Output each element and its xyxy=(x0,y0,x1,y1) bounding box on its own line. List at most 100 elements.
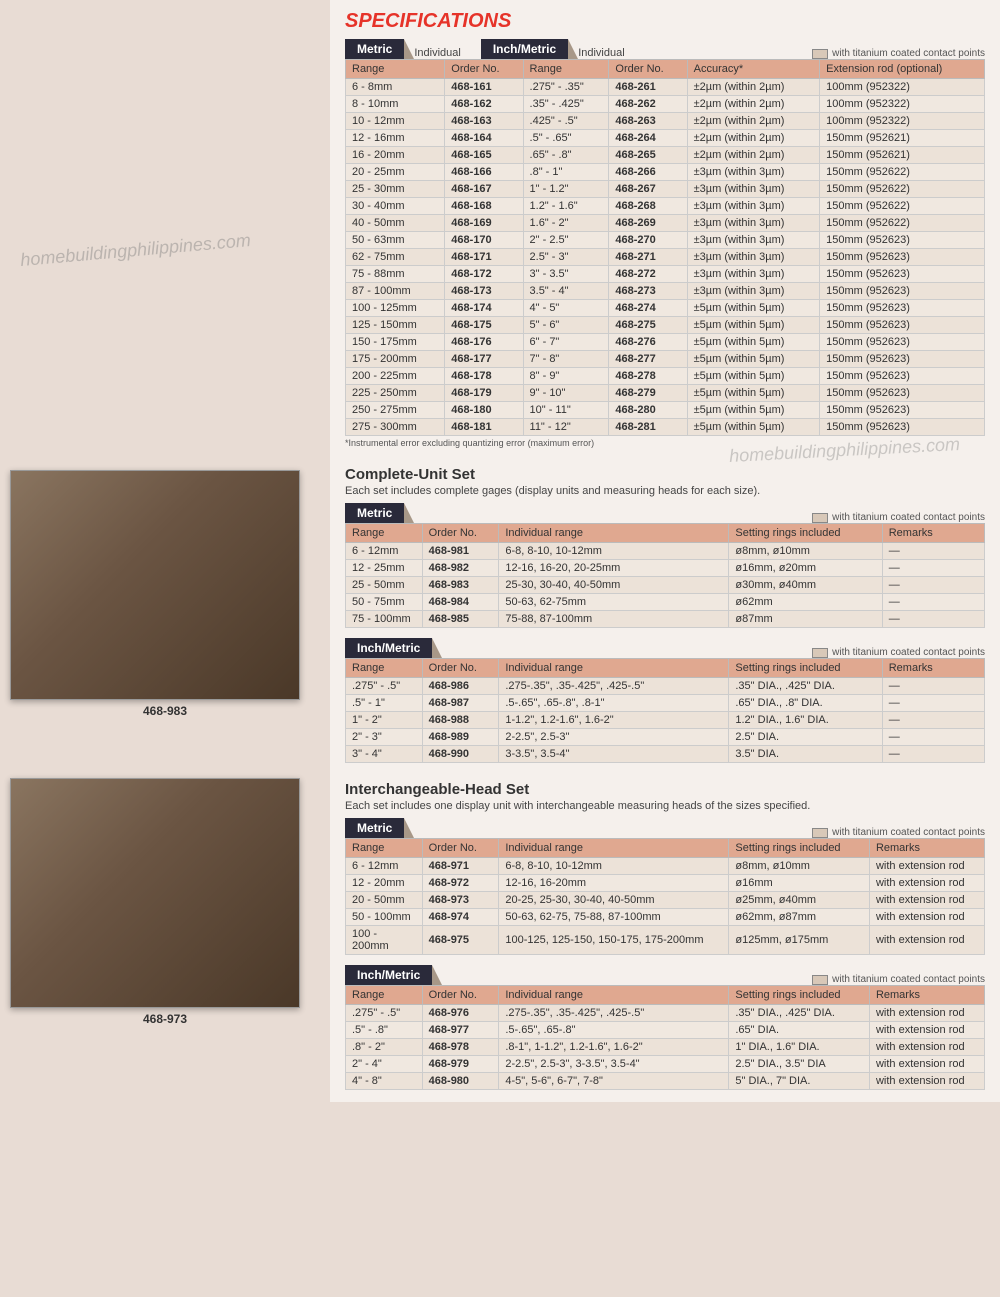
footnote: *Instrumental error excluding quantizing… xyxy=(345,438,985,448)
table-row: 200 - 225mm468-1788" - 9"468-278±5µm (wi… xyxy=(346,368,985,385)
table-cell: 150mm (952623) xyxy=(820,368,985,385)
table-cell: 468-174 xyxy=(445,300,523,317)
table-cell: 12 - 16mm xyxy=(346,130,445,147)
table-cell: 468-269 xyxy=(609,215,687,232)
table-cell: 40 - 50mm xyxy=(346,215,445,232)
table-row: 8 - 10mm468-162.35" - .425"468-262±2µm (… xyxy=(346,96,985,113)
legend-box-icon xyxy=(812,975,828,985)
table-cell: 468-985 xyxy=(422,611,499,628)
table-cell: 468-264 xyxy=(609,130,687,147)
table-cell: 468-176 xyxy=(445,334,523,351)
table-cell: 468-987 xyxy=(422,695,499,712)
inter-title: Interchangeable-Head Set xyxy=(345,781,985,798)
table-cell: with extension rod xyxy=(869,926,984,955)
table-cell: ø16mm, ø20mm xyxy=(729,560,882,577)
table-cell: .8-1", 1-1.2", 1.2-1.6", 1.6-2" xyxy=(499,1039,729,1056)
table-cell: 150mm (952622) xyxy=(820,164,985,181)
table-cell: 468-162 xyxy=(445,96,523,113)
table-cell: ±5µm (within 5µm) xyxy=(687,402,820,419)
table-cell: 468-164 xyxy=(445,130,523,147)
table-cell: 3.5" DIA. xyxy=(729,746,882,763)
table-cell: ±3µm (within 3µm) xyxy=(687,181,820,198)
table-cell: 6-8, 8-10, 10-12mm xyxy=(499,543,729,560)
table-cell: 3.5" - 4" xyxy=(523,283,609,300)
tab-inchmetric-2: Inch/Metric xyxy=(345,638,432,658)
product-photo-block-1: 468-983 homebuildingphilippines.com xyxy=(10,470,320,718)
table-cell: 468-975 xyxy=(422,926,499,955)
table-cell: — xyxy=(882,712,984,729)
table-cell: ±3µm (within 3µm) xyxy=(687,198,820,215)
table-cell: 6-8, 8-10, 10-12mm xyxy=(499,858,729,875)
table-cell: 468-161 xyxy=(445,79,523,96)
table-cell: ø25mm, ø40mm xyxy=(729,892,870,909)
table-cell: 9" - 10" xyxy=(523,385,609,402)
table-cell: 50 - 75mm xyxy=(346,594,423,611)
table-cell: 150mm (952621) xyxy=(820,147,985,164)
table-cell: 150mm (952622) xyxy=(820,215,985,232)
table-cell: .8" - 1" xyxy=(523,164,609,181)
table-cell: with extension rod xyxy=(869,1073,984,1090)
th-rem: Remarks xyxy=(882,524,984,543)
table-cell: 468-274 xyxy=(609,300,687,317)
table-cell: 468-177 xyxy=(445,351,523,368)
legend-text: with titanium coated contact points xyxy=(832,512,985,523)
table-row: 2" - 4"468-9792-2.5", 2.5-3", 3-3.5", 3.… xyxy=(346,1056,985,1073)
table-row: 75 - 88mm468-1723" - 3.5"468-272±3µm (wi… xyxy=(346,266,985,283)
table-cell: 468-165 xyxy=(445,147,523,164)
table-cell: 20-25, 25-30, 30-40, 40-50mm xyxy=(499,892,729,909)
table-cell: 100-125, 125-150, 150-175, 175-200mm xyxy=(499,926,729,955)
th-range: Range xyxy=(346,524,423,543)
table-row: 250 - 275mm468-18010" - 11"468-280±5µm (… xyxy=(346,402,985,419)
table-cell: .65" - .8" xyxy=(523,147,609,164)
table-cell: 1" DIA., 1.6" DIA. xyxy=(729,1039,870,1056)
table-row: 275 - 300mm468-18111" - 12"468-281±5µm (… xyxy=(346,419,985,436)
table-cell: 468-280 xyxy=(609,402,687,419)
table-cell: 1.2" DIA., 1.6" DIA. xyxy=(729,712,882,729)
table-cell: 10" - 11" xyxy=(523,402,609,419)
table-cell: ±3µm (within 3µm) xyxy=(687,283,820,300)
table-row: 12 - 25mm468-98212-16, 16-20, 20-25mmø16… xyxy=(346,560,985,577)
table-cell: ±5µm (within 5µm) xyxy=(687,317,820,334)
table-cell: 468-171 xyxy=(445,249,523,266)
table-cell: 4" - 8" xyxy=(346,1073,423,1090)
th-ind: Individual range xyxy=(499,986,729,1005)
table-cell: 16 - 20mm xyxy=(346,147,445,164)
table-cell: 12 - 20mm xyxy=(346,875,423,892)
table-row: 1" - 2"468-9881-1.2", 1.2-1.6", 1.6-2"1.… xyxy=(346,712,985,729)
table-cell: ±3µm (within 3µm) xyxy=(687,232,820,249)
table-row: 6 - 12mm468-9716-8, 8-10, 10-12mmø8mm, ø… xyxy=(346,858,985,875)
tab-bar-complete-m: Metric with titanium coated contact poin… xyxy=(345,503,985,523)
table-cell: 150mm (952623) xyxy=(820,334,985,351)
table-cell: 468-178 xyxy=(445,368,523,385)
th-ind: Individual range xyxy=(499,659,729,678)
table-cell: 468-974 xyxy=(422,909,499,926)
table-cell: 468-167 xyxy=(445,181,523,198)
table-cell: .275" - .5" xyxy=(346,678,423,695)
table-cell: 468-278 xyxy=(609,368,687,385)
table-cell: 5" - 6" xyxy=(523,317,609,334)
table-cell: 468-172 xyxy=(445,266,523,283)
table-cell: ±3µm (within 3µm) xyxy=(687,164,820,181)
table-cell: 468-267 xyxy=(609,181,687,198)
table-cell: 468-972 xyxy=(422,875,499,892)
table-cell: 468-272 xyxy=(609,266,687,283)
th-range-i: Range xyxy=(523,60,609,79)
table-row: .8" - 2"468-978.8-1", 1-1.2", 1.2-1.6", … xyxy=(346,1039,985,1056)
table-cell: 150mm (952623) xyxy=(820,385,985,402)
legend-text: with titanium coated contact points xyxy=(832,974,985,985)
table-cell: 468-982 xyxy=(422,560,499,577)
table-cell: 8 - 10mm xyxy=(346,96,445,113)
tab-bar-inter-m: Metric with titanium coated contact poin… xyxy=(345,818,985,838)
legend-inter-i: with titanium coated contact points xyxy=(812,974,985,985)
table-cell: 468-262 xyxy=(609,96,687,113)
table-cell: 125 - 150mm xyxy=(346,317,445,334)
table-cell: 6 - 12mm xyxy=(346,858,423,875)
table-cell: — xyxy=(882,611,984,628)
table-cell: 150mm (952622) xyxy=(820,198,985,215)
table-cell: 150mm (952623) xyxy=(820,300,985,317)
legend-complete-i: with titanium coated contact points xyxy=(812,647,985,658)
table-cell: ±5µm (within 5µm) xyxy=(687,419,820,436)
legend-inter-m: with titanium coated contact points xyxy=(812,827,985,838)
th-range: Range xyxy=(346,659,423,678)
table-cell: — xyxy=(882,560,984,577)
